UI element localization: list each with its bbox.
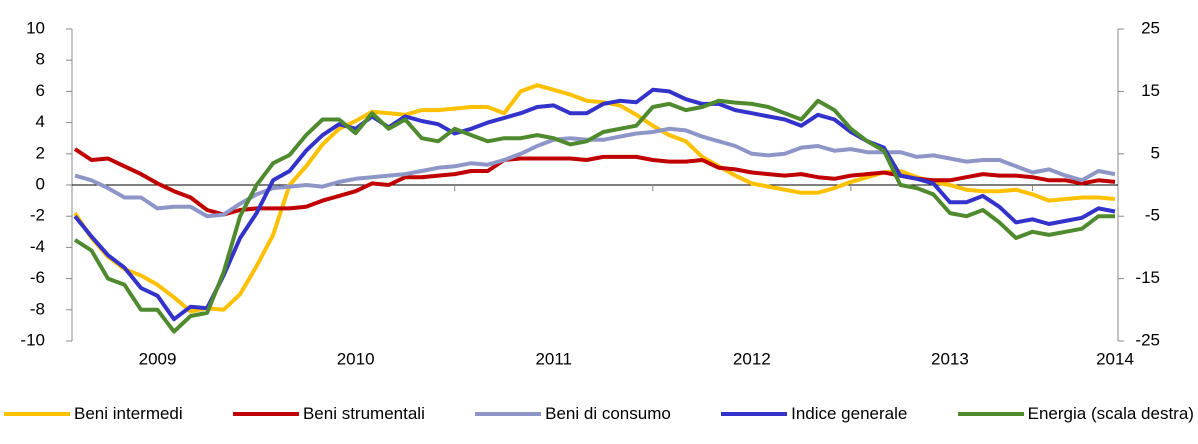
y-tick-label: -10 [20,330,45,349]
y2-tick-label: 15 [1141,81,1160,100]
legend-item: Beni strumentali [232,404,425,424]
legend-swatch [721,412,788,416]
legend-item: Beni intermedi [4,404,183,424]
y-tick-label: 6 [36,81,45,100]
x-tick-label: 2010 [337,349,375,368]
legend-label: Beni intermedi [74,404,183,423]
y-tick-label: 4 [36,112,45,131]
y-tick-label: 2 [36,143,45,162]
y2-tick-label: 5 [1151,143,1160,162]
y2-tick-label: -5 [1145,206,1160,225]
legend-label: Beni di consumo [545,404,671,423]
x-tick-label: 2011 [535,349,572,368]
legend-swatch [4,412,70,416]
y-tick-label: 8 [36,50,45,69]
series-line [73,83,1116,314]
legend-label: Indice generale [791,404,908,423]
x-tick-label: 2009 [139,349,177,368]
series-line [73,87,1116,322]
y-tick-label: 0 [36,174,45,193]
y-tick-label: -6 [30,268,45,287]
y2-tick-label: -25 [1135,330,1160,349]
legend-item: Indice generale [721,404,907,424]
series-line [73,98,1115,334]
legend-item: Beni di consumo [475,404,671,424]
x-tick-label: 2013 [931,349,969,368]
legend-item: Energia (scala destra) [957,404,1194,424]
legend-label: Beni strumentali [302,404,425,423]
y2-tick-label: 25 [1141,18,1160,37]
plot: -10 -8 -6 -4 -2 0 2 4 6 8 10 -25 -15 -5 5 15 25 2009 2010 2… [20,18,1160,368]
legend: Beni intermedi Beni strumentali Beni di co… [0,404,1198,424]
y-tick-label: -8 [30,299,45,318]
y2-tick-label: -15 [1135,268,1160,287]
legend-swatch [957,412,1024,416]
legend-swatch [475,412,542,416]
legend-label: Energia (scala destra) [1027,404,1194,423]
y-tick-label: -2 [30,206,45,225]
x-tick-label: 2012 [733,349,771,368]
y-tick-label: -4 [30,237,45,256]
series-line [73,147,1116,217]
y-tick-label: 10 [26,18,45,37]
x-tick-label: 2014 [1096,349,1134,368]
legend-swatch [232,412,299,416]
